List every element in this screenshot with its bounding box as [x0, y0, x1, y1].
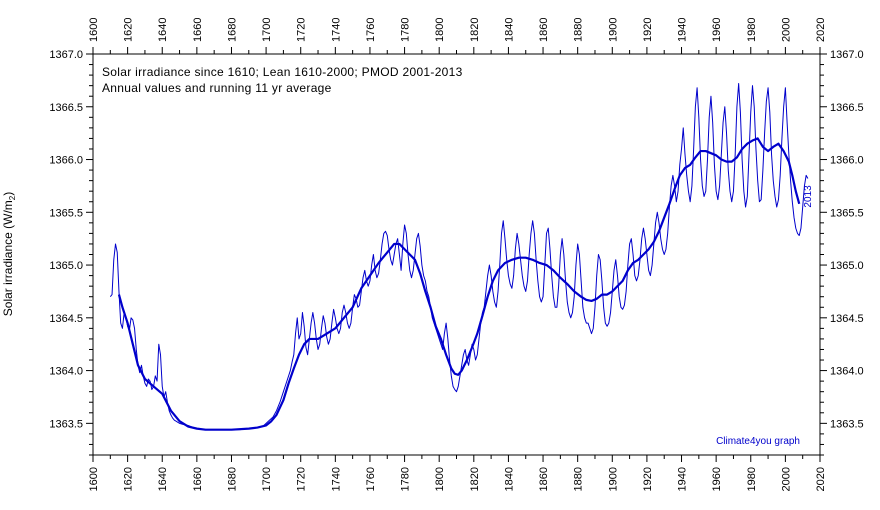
- x-tick-label-top: 1960: [711, 18, 723, 42]
- x-tick-label-top: 1740: [330, 18, 342, 42]
- x-tick-label: 1800: [434, 467, 446, 491]
- x-tick-label-top: 1600: [88, 18, 100, 42]
- x-tick-label: 1600: [88, 467, 100, 491]
- y-tick-label-right: 1364.5: [830, 313, 864, 325]
- series-group: [109, 83, 809, 431]
- x-tick-label-top: 1820: [469, 18, 481, 42]
- x-tick-label: 1620: [123, 467, 135, 491]
- y-tick-label-right: 1366.0: [830, 155, 864, 167]
- x-tick-label-top: 1680: [226, 18, 238, 42]
- x-tick-label: 1640: [157, 467, 169, 491]
- y-axis-label-close: ): [1, 192, 15, 196]
- y-tick-label: 1366.5: [49, 102, 83, 114]
- x-tick-label: 1880: [573, 467, 585, 491]
- x-tick-label: 1960: [711, 467, 723, 491]
- y-tick-label-right: 1366.5: [830, 102, 864, 114]
- x-tick-label-top: 1640: [157, 18, 169, 42]
- y-tick-label-right: 1365.5: [830, 207, 864, 219]
- plot-frame: [92, 53, 821, 456]
- x-tick-label: 1720: [296, 467, 308, 491]
- x-tick-label-top: 1660: [192, 18, 204, 42]
- y-tick-label: 1366.0: [49, 155, 83, 167]
- x-tick-label-top: 1920: [642, 18, 654, 42]
- y-tick-label: 1363.5: [49, 418, 83, 430]
- chart-title-line2: Annual values and running 11 yr average: [102, 81, 332, 95]
- y-tick-label: 1365.0: [49, 260, 83, 272]
- x-tick-label: 1840: [503, 467, 515, 491]
- x-tick-label: 2020: [815, 467, 827, 491]
- x-tick-label-top: 1620: [123, 18, 135, 42]
- x-tick-label: 1680: [226, 467, 238, 491]
- x-tick-label-top: 1840: [503, 18, 515, 42]
- x-tick-label: 2000: [780, 467, 792, 491]
- x-tick-label: 1860: [538, 467, 550, 491]
- y-tick-labels-right: 1363.5 1364.0 1364.5 1365.0 1365.5 1366.0 1366…: [830, 49, 864, 430]
- x-tick-label-top: 1900: [607, 18, 619, 42]
- x-tick-labels-bottom: 1600 1620 1640 1660 1680 1700 1720 1740 1760 1780…: [88, 467, 827, 491]
- chart-title-line1: Solar irradiance since 1610; Lean 1610-2…: [102, 65, 463, 79]
- y-tick-label: 1364.0: [49, 366, 83, 378]
- x-tick-label-top: 1980: [746, 18, 758, 42]
- y-axis-label-main: Solar irradiance (W/m: [1, 200, 15, 316]
- y-tick-label: 1364.5: [49, 313, 83, 325]
- credit-label: Climate4you graph: [716, 436, 800, 447]
- y-tick-label-right: 1363.5: [830, 418, 864, 430]
- x-tick-label: 1660: [192, 467, 204, 491]
- y-tick-label-right: 1365.0: [830, 260, 864, 272]
- x-tick-label-top: 1700: [261, 18, 273, 42]
- y-tick-label: 1367.0: [49, 49, 83, 61]
- x-tick-label-top: 1760: [365, 18, 377, 42]
- y-tick-label: 1365.5: [49, 207, 83, 219]
- x-tick-label: 1980: [746, 467, 758, 491]
- y-axis-label: Solar irradiance (W/m2): [1, 192, 17, 316]
- x-tick-label: 1920: [642, 467, 654, 491]
- series-line-running-average: [117, 137, 801, 431]
- x-tick-label-top: 1860: [538, 18, 550, 42]
- x-tick-label-top: 1880: [573, 18, 585, 42]
- x-tick-labels-top: 1600 1620 1640 1660 1680 1700 1720 1740 1760 1780…: [88, 18, 827, 42]
- x-tick-label: 1940: [677, 467, 689, 491]
- series-line-annual: [109, 83, 809, 431]
- x-tick-label-top: 2020: [815, 18, 827, 42]
- x-tick-label: 1740: [330, 467, 342, 491]
- y-tick-label-right: 1367.0: [830, 49, 864, 61]
- annotation-year: 2013: [803, 185, 814, 208]
- x-tick-label: 1780: [400, 467, 412, 491]
- y-tick-labels-left: 1363.5 1364.0 1364.5 1365.0 1365.5 1366.0 1366…: [49, 49, 83, 430]
- x-tick-label-top: 1720: [296, 18, 308, 42]
- tick-marks: [86, 47, 827, 462]
- x-tick-label: 1700: [261, 467, 273, 491]
- y-axis-label-sub: 2: [8, 195, 17, 200]
- x-tick-label: 1760: [365, 467, 377, 491]
- x-tick-label-top: 2000: [780, 18, 792, 42]
- x-tick-label-top: 1800: [434, 18, 446, 42]
- x-tick-label-top: 1780: [400, 18, 412, 42]
- x-tick-label-top: 1940: [677, 18, 689, 42]
- y-tick-label-right: 1364.0: [830, 366, 864, 378]
- x-tick-label: 1820: [469, 467, 481, 491]
- x-tick-label: 1900: [607, 467, 619, 491]
